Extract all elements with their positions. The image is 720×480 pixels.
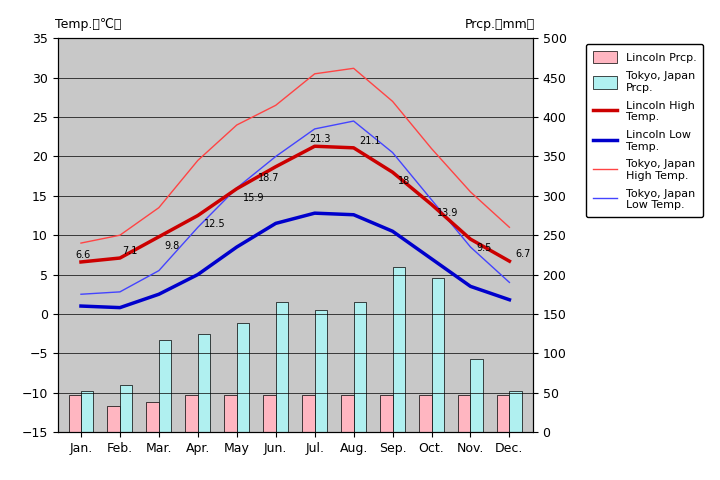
Bar bbox=[392, 267, 405, 432]
Text: 13.9: 13.9 bbox=[437, 208, 459, 218]
Bar bbox=[341, 395, 354, 432]
Bar bbox=[510, 391, 522, 432]
Text: 18.7: 18.7 bbox=[258, 173, 279, 183]
Bar bbox=[237, 324, 249, 432]
Bar bbox=[315, 310, 327, 432]
Text: 12.5: 12.5 bbox=[204, 219, 225, 229]
Text: 21.1: 21.1 bbox=[359, 136, 381, 146]
Text: 15.9: 15.9 bbox=[243, 192, 264, 203]
Bar bbox=[419, 395, 431, 432]
Text: 9.5: 9.5 bbox=[477, 243, 492, 253]
Bar bbox=[380, 395, 392, 432]
Bar bbox=[185, 395, 198, 432]
Bar bbox=[81, 391, 94, 432]
Bar bbox=[107, 406, 120, 432]
Text: 6.6: 6.6 bbox=[75, 250, 91, 260]
Bar bbox=[302, 395, 315, 432]
Text: 9.8: 9.8 bbox=[165, 240, 180, 251]
Bar bbox=[146, 402, 159, 432]
Bar bbox=[431, 278, 444, 432]
Text: 6.7: 6.7 bbox=[516, 249, 531, 259]
Text: Prcp.（mm）: Prcp.（mm） bbox=[465, 18, 535, 31]
Text: 7.1: 7.1 bbox=[122, 246, 138, 256]
Bar bbox=[276, 302, 288, 432]
Bar bbox=[225, 395, 237, 432]
Bar bbox=[458, 395, 470, 432]
Bar bbox=[470, 359, 483, 432]
Text: 18: 18 bbox=[398, 176, 410, 186]
Text: Temp.（℃）: Temp.（℃） bbox=[55, 18, 122, 31]
Bar bbox=[354, 302, 366, 432]
Bar bbox=[120, 385, 132, 432]
Bar bbox=[264, 395, 276, 432]
Legend: Lincoln Prcp., Tokyo, Japan
Prcp., Lincoln High
Temp., Lincoln Low
Temp., Tokyo,: Lincoln Prcp., Tokyo, Japan Prcp., Linco… bbox=[586, 44, 703, 217]
Bar bbox=[159, 340, 171, 432]
Bar bbox=[497, 395, 510, 432]
Bar bbox=[68, 395, 81, 432]
Bar bbox=[198, 334, 210, 432]
Text: 21.3: 21.3 bbox=[309, 134, 330, 144]
